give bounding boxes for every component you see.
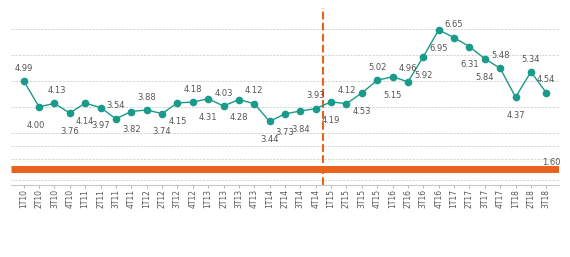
Text: 5.15: 5.15 bbox=[384, 91, 402, 100]
Text: 4.19: 4.19 bbox=[322, 116, 340, 125]
Text: 4.31: 4.31 bbox=[199, 113, 217, 122]
Text: 4.00: 4.00 bbox=[27, 121, 46, 130]
Text: 3.88: 3.88 bbox=[137, 93, 156, 102]
Text: 5.84: 5.84 bbox=[475, 73, 494, 82]
Text: 6.65: 6.65 bbox=[445, 20, 463, 29]
Text: 5.34: 5.34 bbox=[522, 54, 540, 63]
Text: 4.12: 4.12 bbox=[337, 86, 356, 95]
Text: 3.73: 3.73 bbox=[276, 128, 294, 137]
Text: 6.31: 6.31 bbox=[460, 60, 479, 69]
Text: 5.92: 5.92 bbox=[414, 71, 433, 80]
Text: 6.95: 6.95 bbox=[429, 44, 448, 53]
Text: 4.03: 4.03 bbox=[214, 89, 233, 98]
Text: 5.48: 5.48 bbox=[491, 51, 510, 60]
Text: 5.02: 5.02 bbox=[368, 63, 386, 72]
Text: 4.18: 4.18 bbox=[184, 85, 202, 94]
Text: 4.37: 4.37 bbox=[506, 111, 525, 120]
Text: 3.44: 3.44 bbox=[260, 135, 279, 144]
Text: 4.15: 4.15 bbox=[168, 117, 186, 126]
Text: 4.14: 4.14 bbox=[76, 117, 95, 126]
Text: 3.74: 3.74 bbox=[153, 127, 172, 136]
Text: 4.99: 4.99 bbox=[14, 64, 33, 73]
Text: 3.54: 3.54 bbox=[107, 102, 125, 111]
Text: 4.13: 4.13 bbox=[48, 86, 67, 95]
Text: 3.76: 3.76 bbox=[60, 127, 79, 136]
Text: 4.53: 4.53 bbox=[353, 107, 371, 116]
Text: 4.12: 4.12 bbox=[245, 86, 263, 95]
Text: 3.82: 3.82 bbox=[122, 125, 141, 134]
Text: 4.96: 4.96 bbox=[399, 65, 417, 74]
Text: 3.84: 3.84 bbox=[291, 125, 310, 134]
Text: 3.97: 3.97 bbox=[91, 122, 110, 131]
Text: 4.54: 4.54 bbox=[537, 75, 556, 84]
Text: 4.28: 4.28 bbox=[230, 113, 248, 122]
Text: 1.60: 1.60 bbox=[542, 158, 560, 167]
Text: 3.93: 3.93 bbox=[307, 91, 325, 100]
